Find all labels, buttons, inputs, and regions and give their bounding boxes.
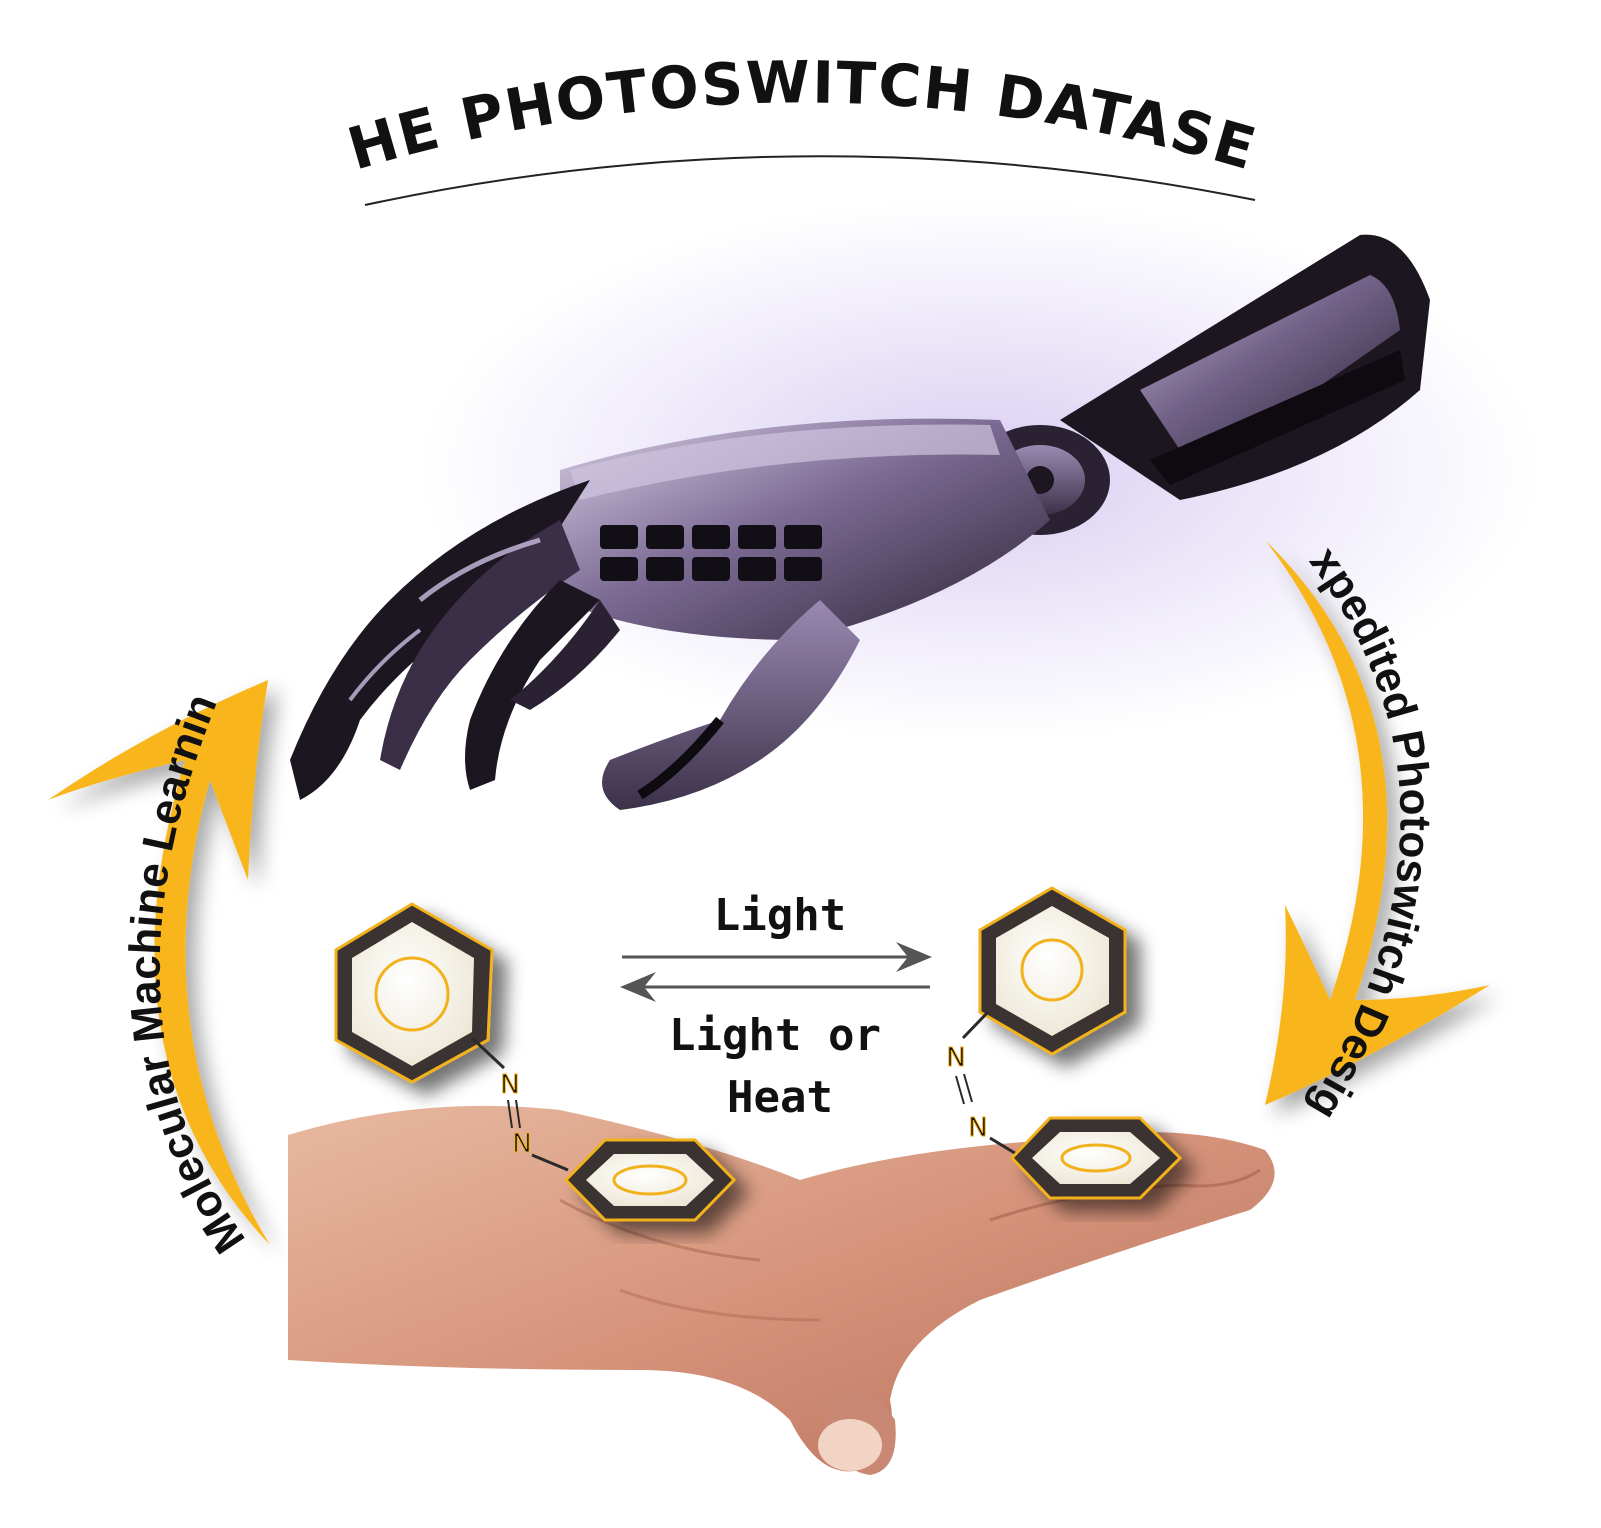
azobenzene-right-icon: N N [946,886,1183,1200]
left-cycle-arrow [48,680,270,1245]
azo-left-n2: N [512,1129,531,1159]
svg-text:THE PHOTOSWITCH DATASET: THE PHOTOSWITCH DATASET [0,0,1265,184]
left-cycle-label: Molecular Machine Learning [0,0,255,1262]
human-hand-icon [288,1105,1275,1475]
robot-hand-icon [290,200,1540,810]
reverse-label-line1: Light or [669,1010,881,1061]
reverse-label-line2: Heat [727,1072,833,1123]
azo-right-n2: N [968,1113,987,1143]
right-cycle-arrow [1265,540,1490,1105]
title: THE PHOTOSWITCH DATASET [0,0,1265,206]
azo-right-n1: N [946,1043,965,1073]
azobenzene-left-icon: N N [334,902,737,1222]
forward-label: Light [714,890,846,941]
title-text: THE PHOTOSWITCH DATASET [0,0,1263,184]
reaction-arrows: Light Light or Heat [620,890,932,1123]
title-underline [364,155,1256,206]
azo-left-n1: N [500,1070,519,1100]
